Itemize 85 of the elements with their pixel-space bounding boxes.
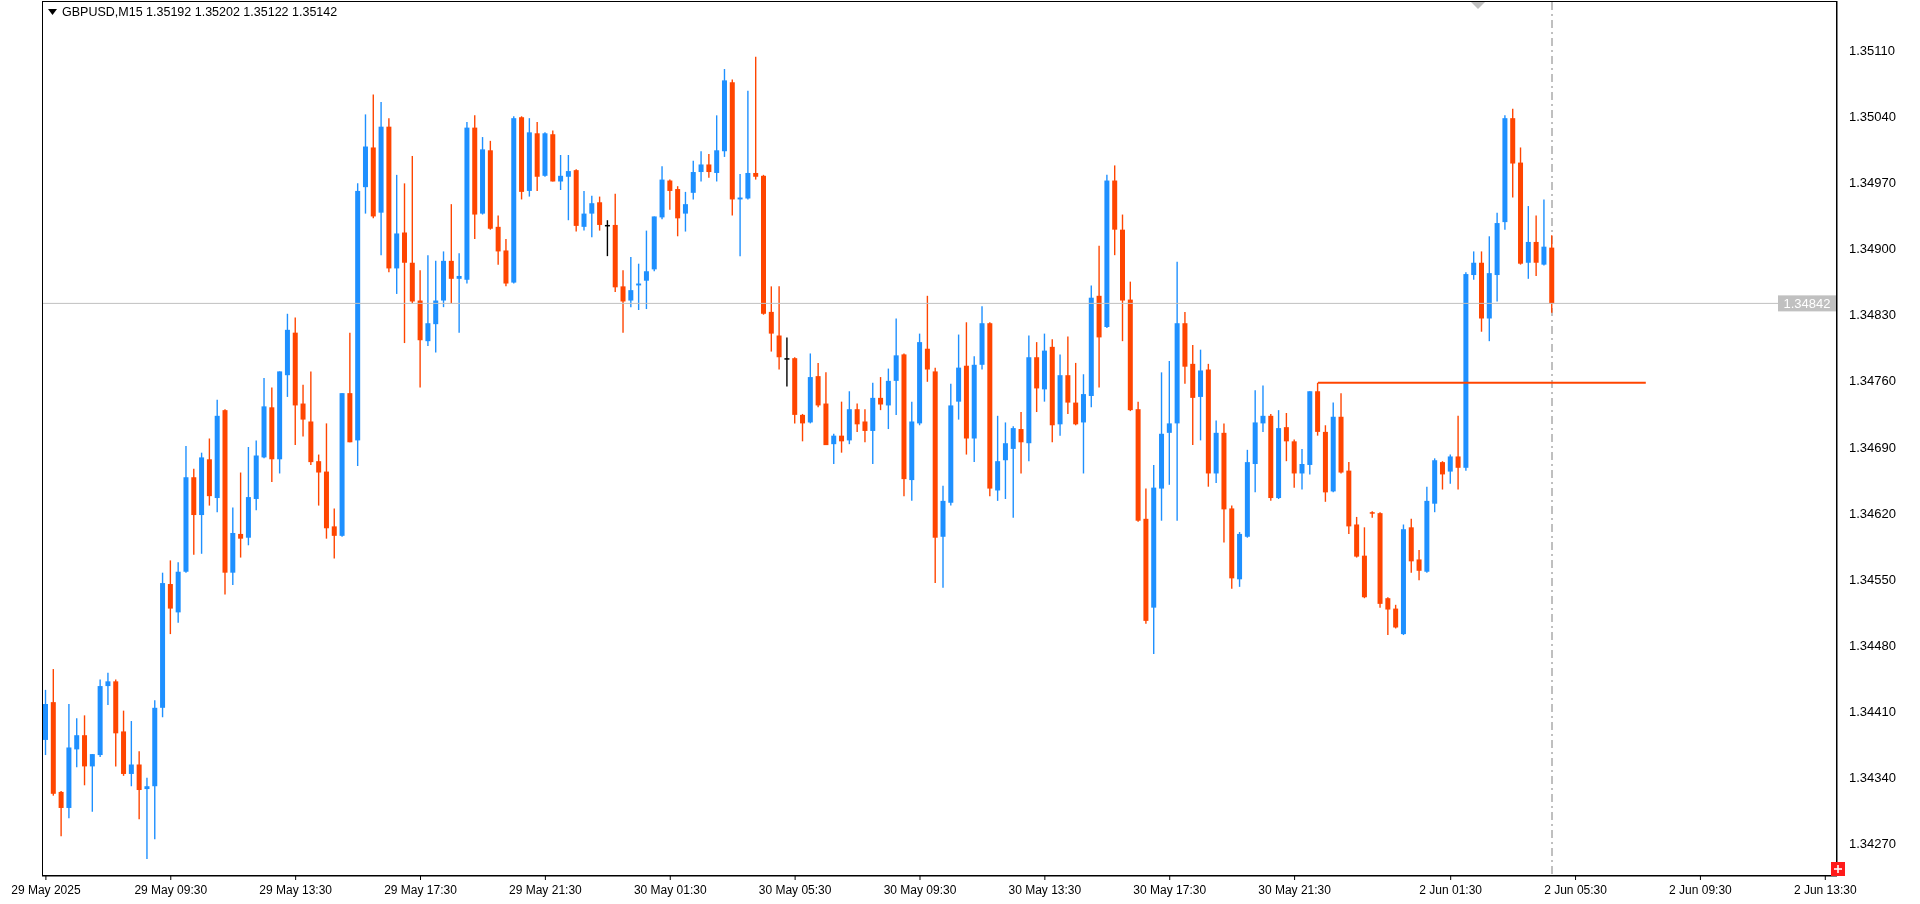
x-tick-label: 30 May 01:30 xyxy=(633,882,707,897)
candlestick xyxy=(128,720,134,787)
candlestick xyxy=(643,229,649,310)
candlestick xyxy=(300,383,306,438)
candlestick xyxy=(565,154,571,221)
candlestick xyxy=(1018,411,1024,475)
candlestick xyxy=(924,295,930,383)
x-tick-label: 2 Jun 13:30 xyxy=(1793,882,1857,897)
x-tick-label: 29 May 21:30 xyxy=(509,882,583,897)
y-tick-label: 1.34550 xyxy=(1849,571,1896,587)
candlestick xyxy=(1002,421,1008,500)
candlestick xyxy=(238,471,244,559)
candlestick xyxy=(768,285,774,353)
candlestick xyxy=(862,408,868,443)
candlestick xyxy=(597,195,603,232)
candlestick xyxy=(144,777,150,860)
candlestick xyxy=(1471,250,1477,281)
x-tick-label: 30 May 21:30 xyxy=(1258,882,1332,897)
candlestick xyxy=(667,178,673,211)
candlestick xyxy=(74,717,80,769)
candlestick xyxy=(1260,384,1266,433)
candlestick xyxy=(1439,460,1445,491)
candlestick xyxy=(784,336,790,388)
candlestick xyxy=(1283,412,1289,462)
y-tick-label: 1.34410 xyxy=(1849,704,1896,720)
candlestick xyxy=(682,191,688,233)
candlestick xyxy=(331,507,337,560)
y-tick-label: 1.34970 xyxy=(1849,175,1896,191)
candlestick xyxy=(714,114,720,183)
candlestick xyxy=(1533,214,1539,277)
candlestick xyxy=(433,260,439,354)
y-tick-label: 1.34620 xyxy=(1849,505,1896,521)
candlestick xyxy=(456,252,462,334)
candlestick xyxy=(753,56,759,181)
candlestick xyxy=(854,402,860,433)
y-tick-label: 1.34480 xyxy=(1849,638,1896,654)
y-tick-label: 1.34270 xyxy=(1849,836,1896,852)
x-tick-label: 29 May 09:30 xyxy=(134,882,208,897)
candlestick xyxy=(1541,198,1547,267)
x-tick-label: 29 May 13:30 xyxy=(259,882,333,897)
candlestick xyxy=(1455,415,1461,491)
candlestick xyxy=(58,790,64,838)
candlestick xyxy=(776,285,782,371)
y-tick-label: 1.35040 xyxy=(1849,108,1896,124)
candlestick xyxy=(800,413,806,443)
candlestick xyxy=(878,376,884,411)
candlestick xyxy=(706,153,712,179)
x-tick-label: 2 Jun 05:30 xyxy=(1544,882,1608,897)
candlestick xyxy=(1525,205,1531,280)
candlestick xyxy=(316,453,322,507)
x-tick-label: 30 May 09:30 xyxy=(883,882,957,897)
candlestick xyxy=(1166,360,1172,486)
ref-line-label: 1.34842 xyxy=(1783,295,1831,311)
x-tick-label: 30 May 17:30 xyxy=(1133,882,1207,897)
candlestick xyxy=(1385,596,1391,636)
y-tick-label: 1.34900 xyxy=(1849,241,1896,257)
x-tick-label: 30 May 05:30 xyxy=(758,882,832,897)
candlestick xyxy=(1416,549,1422,581)
y-tick-label: 1.34340 xyxy=(1849,770,1896,786)
y-tick-label: 1.34690 xyxy=(1849,439,1896,455)
x-tick-label: 2 Jun 01:30 xyxy=(1419,882,1483,897)
candlestick xyxy=(89,753,95,813)
candlestick xyxy=(1447,453,1453,485)
candlestick xyxy=(589,194,595,238)
x-tick-label: 30 May 13:30 xyxy=(1008,882,1082,897)
candlestick xyxy=(698,150,704,183)
y-tick-label: 1.35110 xyxy=(1849,42,1896,58)
candlestick xyxy=(620,269,626,334)
candlestick xyxy=(1299,448,1305,491)
candlestick xyxy=(105,672,111,706)
candlestick xyxy=(831,433,837,465)
candlestick xyxy=(1393,604,1399,630)
y-tick-label: 1.34830 xyxy=(1849,307,1896,323)
x-tick-label: 29 May 2025 xyxy=(11,882,81,897)
candlestick xyxy=(1073,362,1079,426)
x-tick-label: 2 Jun 09:30 xyxy=(1669,882,1733,897)
candlestick xyxy=(448,203,454,305)
x-tick-label: 29 May 17:30 xyxy=(384,882,458,897)
candlestick xyxy=(581,190,587,232)
chart-title: GBPUSD,M15 1.35192 1.35202 1.35122 1.35142 xyxy=(62,4,338,20)
candlestick xyxy=(690,159,696,201)
candlestick xyxy=(628,256,634,308)
y-tick-label: 1.34760 xyxy=(1849,373,1896,389)
candlestick xyxy=(1010,425,1016,519)
candlestick xyxy=(425,254,431,347)
